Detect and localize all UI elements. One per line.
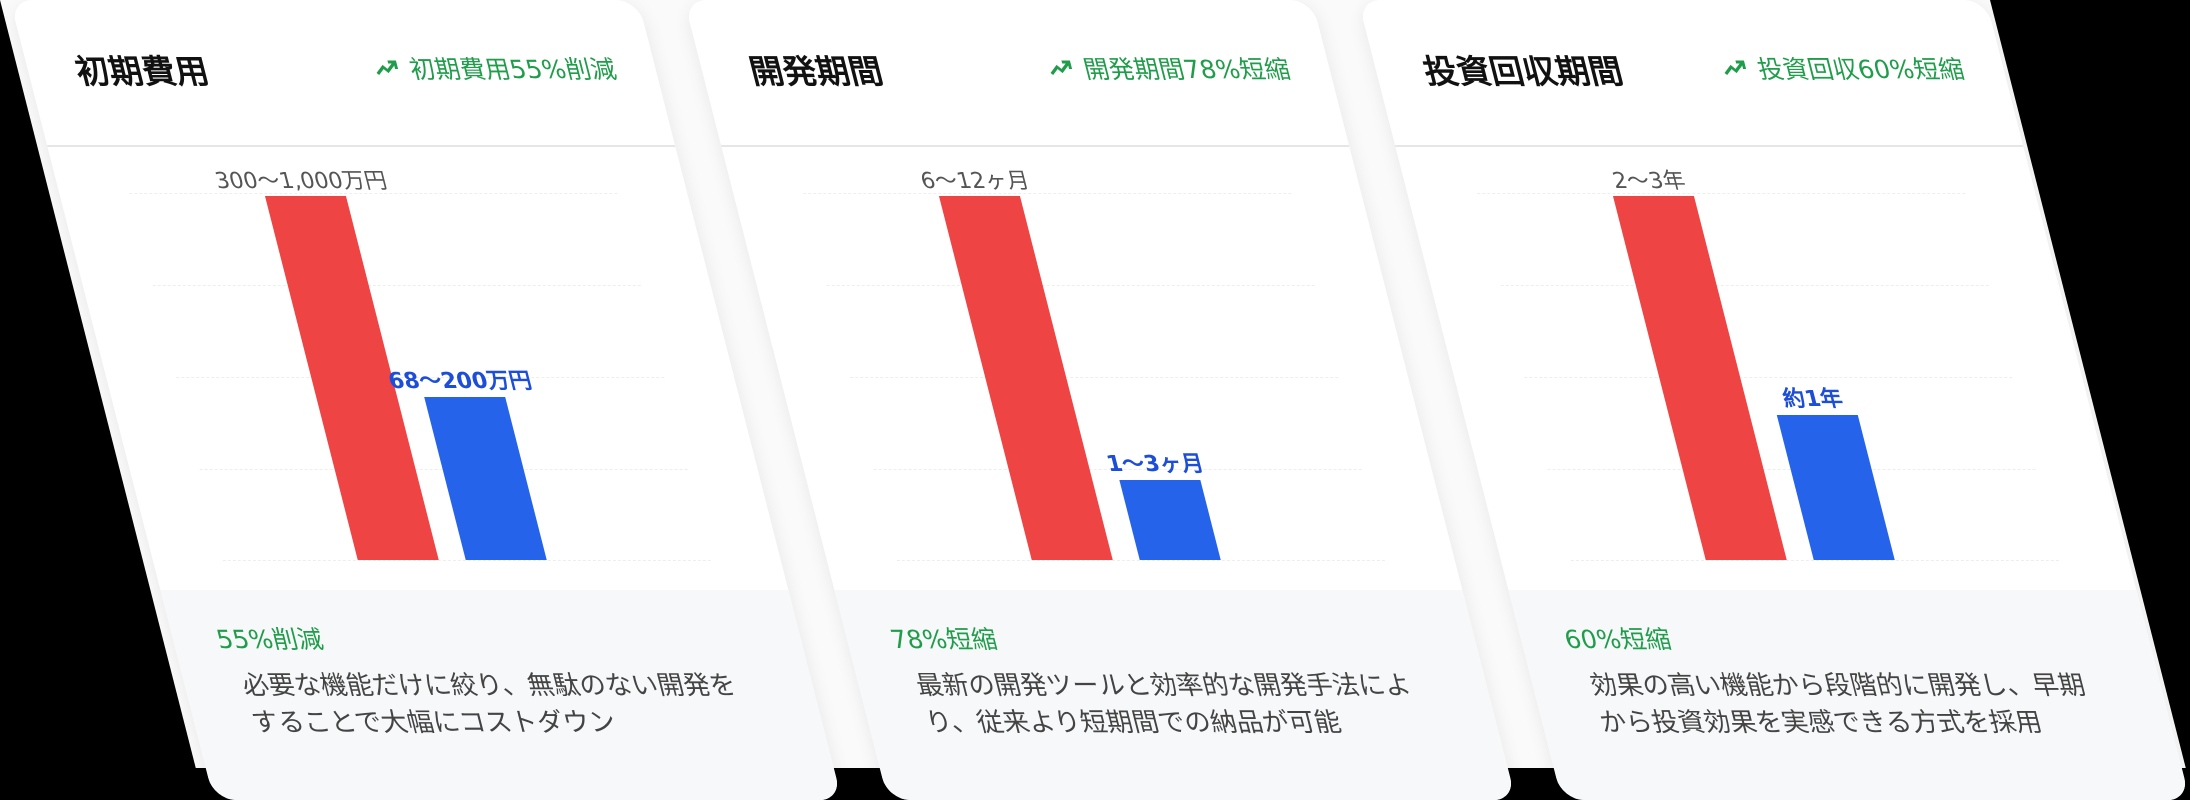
card: 開発期間 開発期間78%短縮 6〜12ヶ月 1〜3ヶ月 78%短縮最新の開発ツールと効率… [684,0,1516,800]
bar-label: 2〜3年 [1610,169,1689,194]
card-title: 開発期間 [745,52,888,91]
highlight: 60%短縮 [1561,625,1675,654]
card-footer: 55%削減必要な機能だけに絞り、無駄のない開発をすることで大幅にコストダウン [160,590,842,800]
card-footer: 60%短縮効果の高い機能から段階的に開発し、早期から投資効果を実感できる方式を採… [1508,590,2190,800]
grid-line [152,285,641,286]
badge: 投資回収60%短縮 [1719,50,1968,86]
grid-line [1500,285,1989,286]
bar-label: 6〜12ヶ月 [918,169,1033,194]
description: 必要な機能だけに絞り、無駄のない開発をすることで大幅にコストダウン [239,671,740,738]
trend-icon [1724,60,1747,76]
card: 初期費用 初期費用55%削減 300〜1,000万円 68〜200万円 55%削減必要な… [10,0,842,800]
card-title: 初期費用 [71,52,214,91]
bar-after [1119,480,1221,560]
badge: 開発期間78%短縮 [1045,50,1294,86]
bar-before [1612,196,1787,560]
grid-line [803,193,1292,194]
bar-after [1776,415,1895,560]
card: 投資回収期間 投資回収60%短縮 2〜3年約1年 60%短縮効果の高い機能から段階的に… [1358,0,2190,800]
grid-line [1524,377,2013,378]
badge-text: 開発期間78%短縮 [1080,55,1294,84]
grid-line [850,377,1339,378]
grid-line [222,560,711,561]
card-header: 初期費用 初期費用55%削減 [10,0,676,147]
card-title: 投資回収期間 [1419,52,1628,91]
grid-line [1570,560,2059,561]
card-header: 投資回収期間 投資回収60%短縮 [1358,0,2024,147]
badge-text: 初期費用55%削減 [406,55,620,84]
description: 効果の高い機能から段階的に開発し、早期から投資効果を実感できる方式を採用 [1587,671,2089,738]
bar-label: 約1年 [1779,387,1846,412]
card-footer: 78%短縮最新の開発ツールと効率的な開発手法により、従来より短期間での納品が可能 [834,590,1516,800]
bar-after [424,397,547,560]
highlight: 78%短縮 [887,625,1001,654]
grid-line [1477,193,1966,194]
grid-line [896,560,1385,561]
card-header: 開発期間 開発期間78%短縮 [684,0,1350,147]
trend-icon [376,60,399,76]
bar-label: 300〜1,000万円 [212,169,390,194]
badge-text: 投資回収60%短縮 [1754,55,1968,84]
bar-label: 68〜200万円 [385,369,535,394]
highlight: 55%削減 [213,625,327,654]
bar-before [938,196,1113,560]
trend-icon [1050,60,1073,76]
bar-label: 1〜3ヶ月 [1103,452,1207,477]
description: 最新の開発ツールと効率的な開発手法により、従来より短期間での納品が可能 [913,671,1415,738]
badge: 初期費用55%削減 [371,50,620,86]
grid-line [826,285,1315,286]
